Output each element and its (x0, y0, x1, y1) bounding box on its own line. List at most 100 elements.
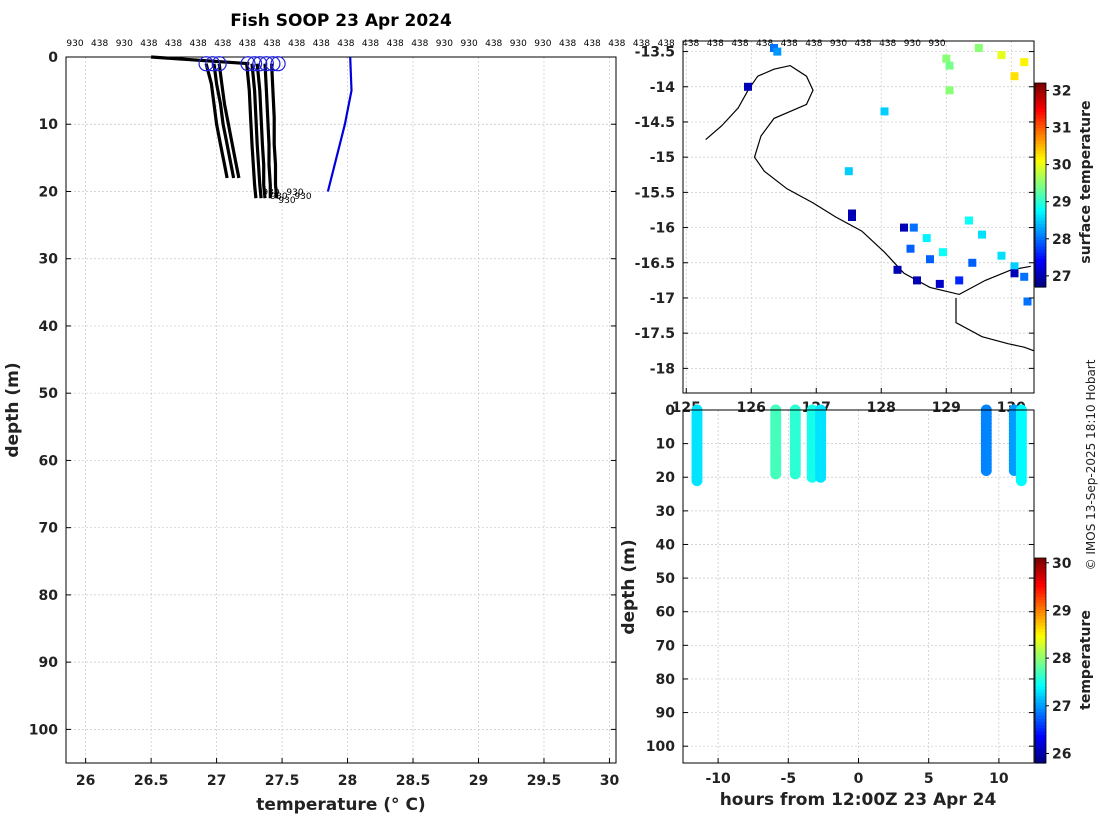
profile-x-tick-label: 28 (338, 773, 357, 789)
temperature-profile-line (270, 63, 279, 199)
map-data-point (978, 230, 986, 239)
temperature-colorbar-swatch (1035, 628, 1046, 633)
profile-x-tick-label: 29.5 (527, 773, 562, 789)
map-data-point (935, 279, 944, 288)
profile-x-tick-label: 26.5 (134, 773, 169, 789)
map-data-point (848, 213, 856, 221)
temperature-colorbar-swatch (1035, 727, 1046, 732)
surface-marker (252, 56, 268, 72)
surface-colorbar-swatch (1035, 102, 1046, 106)
profile-top-label: 438 (190, 39, 207, 49)
profile-top-label: 438 (239, 39, 256, 49)
surface-marker (198, 56, 214, 72)
profile-y-tick-label: 50 (39, 386, 59, 402)
profile-top-label: 438 (756, 39, 773, 49)
surface-colorbar-tick-label: 30 (1052, 158, 1072, 174)
surface-colorbar-swatch (1035, 188, 1046, 192)
profile-y-tick-label: 40 (39, 319, 59, 335)
surface-colorbar-tick-label: 32 (1052, 83, 1071, 99)
surface-colorbar-swatch (1035, 83, 1046, 87)
surface-colorbar-swatch (1035, 172, 1046, 177)
temperature-colorbar-swatch (1035, 750, 1046, 754)
surface-colorbar-swatch (1035, 95, 1046, 100)
time-depth-y-tick-label: 90 (656, 706, 676, 722)
profile-top-label: 930 (830, 39, 847, 49)
time-depth-y-tick-label: 80 (656, 672, 676, 688)
time-depth-y-tick-label: 40 (656, 537, 676, 553)
surface-colorbar-swatch (1035, 143, 1046, 148)
surface-marker (270, 56, 286, 72)
surface-marker (240, 56, 256, 72)
profile-top-label: 930 (904, 39, 921, 49)
profile-top-label: 438 (855, 39, 872, 49)
temperature-colorbar-swatch (1035, 599, 1046, 604)
time-depth-ylabel: depth (m) (619, 539, 639, 634)
profile-end-label: 930 (286, 188, 303, 198)
temperature-colorbar-swatch (1035, 590, 1046, 594)
temperature-profile-line (255, 63, 267, 199)
map-data-point (939, 248, 947, 257)
map-y-tick-label: -13.5 (635, 45, 675, 61)
map-data-point (922, 234, 931, 243)
map-x-tick-label: 126 (737, 400, 766, 416)
coastline (705, 64, 1035, 352)
temperature-colorbar-swatch (1035, 606, 1046, 610)
temperature-colorbar-swatch (1035, 622, 1046, 626)
map-data-point (893, 265, 902, 274)
surface-colorbar-swatch (1035, 162, 1046, 167)
time-depth-point (815, 471, 827, 483)
surface-colorbar-swatch (1035, 280, 1046, 285)
surface-colorbar-swatch (1035, 242, 1046, 247)
temperature-colorbar-swatch (1035, 618, 1046, 623)
temperature-colorbar-swatch (1035, 647, 1046, 652)
profile-x-tick-label: 29 (469, 773, 488, 789)
surface-colorbar-swatch (1035, 283, 1046, 288)
coastline-path (955, 298, 1035, 352)
profile-top-label: 438 (263, 39, 280, 49)
profile-top-label: 438 (781, 39, 798, 49)
temperature-colorbar-swatch (1035, 689, 1046, 694)
profile-top-label: 438 (608, 39, 625, 49)
map-data-point (955, 276, 964, 285)
profile-top-label: 438 (91, 39, 108, 49)
temperature-colorbar-swatch (1035, 692, 1046, 697)
temperature-colorbar-swatch (1035, 654, 1046, 658)
surface-colorbar-tick-label: 29 (1052, 195, 1071, 211)
temperature-colorbar-swatch (1035, 625, 1046, 630)
surface-marker (258, 56, 274, 72)
time-depth-point (770, 468, 782, 480)
surface-colorbar-swatch (1035, 197, 1046, 202)
profile-top-label: 438 (313, 39, 330, 49)
profile-y-tick-label: 80 (39, 588, 59, 604)
temperature-colorbar-swatch (1035, 586, 1046, 591)
profile-top-label: 438 (682, 39, 699, 49)
surface-colorbar-swatch (1035, 245, 1046, 250)
time-depth-y-tick-label: 0 (665, 403, 675, 419)
temperature-colorbar-swatch (1035, 612, 1046, 617)
time-depth-y-tick-label: 10 (656, 437, 676, 453)
time-depth-point (806, 471, 818, 483)
temperature-profile-line (245, 63, 258, 199)
profile-y-tick-label: 20 (39, 184, 59, 200)
surface-colorbar-swatch (1035, 146, 1046, 151)
temperature-colorbar-swatch (1035, 714, 1046, 719)
profile-top-label: 438 (337, 39, 354, 49)
profile-top-label: 930 (510, 39, 527, 49)
profile-top-label: 930 (928, 39, 945, 49)
temperature-colorbar-frame (1034, 557, 1047, 764)
profile-grid (66, 56, 616, 763)
temperature-colorbar-swatch (1035, 708, 1046, 713)
temperature-colorbar-swatch (1035, 644, 1046, 649)
profile-top-label: 438 (362, 39, 379, 49)
coastline-path (705, 64, 1031, 296)
surface-colorbar-swatch (1035, 258, 1046, 263)
temperature-colorbar-tick-label: 29 (1052, 603, 1071, 619)
surface-colorbar-swatch (1035, 114, 1046, 119)
profile-top-label: 438 (707, 39, 724, 49)
surface-colorbar-swatch (1035, 169, 1046, 173)
profile-x-tick-label: 28.5 (396, 773, 431, 789)
time-depth-point (980, 465, 992, 476)
profile-top-label: 438 (485, 39, 502, 49)
profile-ylabel: depth (m) (3, 362, 23, 457)
